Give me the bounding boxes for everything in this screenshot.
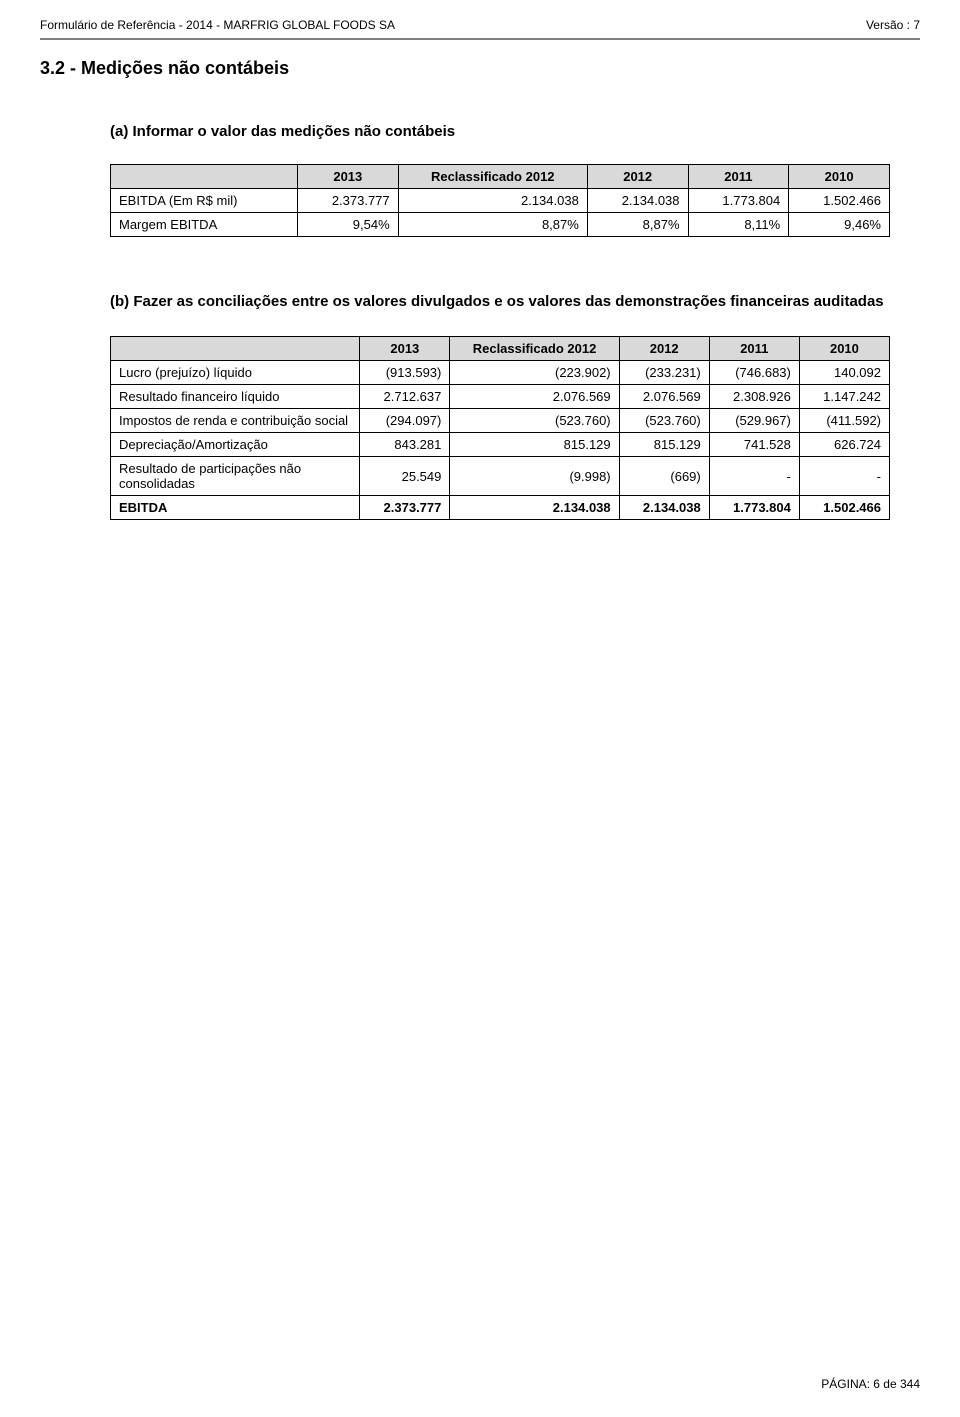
table-a-blank-header [111,165,298,189]
table-b-r4-label: Resultado de participações não consolida… [111,457,360,496]
table-b-r2-c1: (523.760) [450,409,619,433]
header-left: Formulário de Referência - 2014 - MARFRI… [40,18,395,32]
table-b-r4-c2: (669) [619,457,709,496]
table-b-r5-label: EBITDA [111,496,360,520]
table-b-r2-c3: (529.967) [709,409,799,433]
table-b-col-2011: 2011 [709,337,799,361]
table-b-r1-c0: 2.712.637 [360,385,450,409]
table-b-r3-c3: 741.528 [709,433,799,457]
table-b-r0-c4: 140.092 [799,361,889,385]
header-divider [40,38,920,40]
table-b-r0-c1: (223.902) [450,361,619,385]
table-b-r1-c1: 2.076.569 [450,385,619,409]
paragraph-a: (a) Informar o valor das medições não co… [110,123,890,140]
table-b-r5-c1: 2.134.038 [450,496,619,520]
table-row: Resultado financeiro líquido 2.712.637 2… [111,385,890,409]
table-b-r1-c4: 1.147.242 [799,385,889,409]
table-a-col-reclass: Reclassificado 2012 [398,165,587,189]
table-a-col-2013: 2013 [297,165,398,189]
table-a-r0-c3: 1.773.804 [688,189,789,213]
table-b-r1-c2: 2.076.569 [619,385,709,409]
table-b-r4-c4: - [799,457,889,496]
table-b-r5-c0: 2.373.777 [360,496,450,520]
table-b-col-reclass: Reclassificado 2012 [450,337,619,361]
table-b-r4-c0: 25.549 [360,457,450,496]
table-row: EBITDA (Em R$ mil) 2.373.777 2.134.038 2… [111,189,890,213]
header-row: Formulário de Referência - 2014 - MARFRI… [40,18,920,32]
table-a-r1-c3: 8,11% [688,213,789,237]
table-a-r1-c0: 9,54% [297,213,398,237]
table-b-r1-label: Resultado financeiro líquido [111,385,360,409]
table-row: EBITDA 2.373.777 2.134.038 2.134.038 1.7… [111,496,890,520]
table-b-r2-label: Impostos de renda e contribuição social [111,409,360,433]
table-a-col-2011: 2011 [688,165,789,189]
table-b-r3-c4: 626.724 [799,433,889,457]
table-b-r4-c1: (9.998) [450,457,619,496]
table-b-r4-c3: - [709,457,799,496]
table-b-r5-c3: 1.773.804 [709,496,799,520]
table-b-r2-c2: (523.760) [619,409,709,433]
table-row: Lucro (prejuízo) líquido (913.593) (223.… [111,361,890,385]
table-b-r3-c0: 843.281 [360,433,450,457]
content-block: (a) Informar o valor das medições não co… [40,123,920,520]
table-b-r0-c2: (233.231) [619,361,709,385]
table-row: Depreciação/Amortização 843.281 815.129 … [111,433,890,457]
table-a-header-row: 2013 Reclassificado 2012 2012 2011 2010 [111,165,890,189]
table-b-r0-label: Lucro (prejuízo) líquido [111,361,360,385]
table-a-r1-label: Margem EBITDA [111,213,298,237]
table-b-r1-c3: 2.308.926 [709,385,799,409]
table-b-r3-label: Depreciação/Amortização [111,433,360,457]
table-b: 2013 Reclassificado 2012 2012 2011 2010 … [110,336,890,520]
table-a-r0-label: EBITDA (Em R$ mil) [111,189,298,213]
table-b-r0-c3: (746.683) [709,361,799,385]
table-b-r3-c1: 815.129 [450,433,619,457]
table-b-col-2010: 2010 [799,337,889,361]
header-right: Versão : 7 [866,18,920,32]
table-row: Impostos de renda e contribuição social … [111,409,890,433]
table-row: Resultado de participações não consolida… [111,457,890,496]
table-a-r0-c4: 1.502.466 [789,189,890,213]
table-a-r0-c1: 2.134.038 [398,189,587,213]
table-b-col-2013: 2013 [360,337,450,361]
table-a-r0-c0: 2.373.777 [297,189,398,213]
table-b-r0-c0: (913.593) [360,361,450,385]
table-a: 2013 Reclassificado 2012 2012 2011 2010 … [110,164,890,237]
table-b-r5-c4: 1.502.466 [799,496,889,520]
table-a-r0-c2: 2.134.038 [587,189,688,213]
table-b-col-2012: 2012 [619,337,709,361]
footer-page-number: PÁGINA: 6 de 344 [821,1377,920,1391]
table-a-r1-c1: 8,87% [398,213,587,237]
table-b-r2-c4: (411.592) [799,409,889,433]
table-b-r3-c2: 815.129 [619,433,709,457]
table-row: Margem EBITDA 9,54% 8,87% 8,87% 8,11% 9,… [111,213,890,237]
table-b-header-row: 2013 Reclassificado 2012 2012 2011 2010 [111,337,890,361]
table-a-col-2010: 2010 [789,165,890,189]
table-a-r1-c2: 8,87% [587,213,688,237]
paragraph-b: (b) Fazer as conciliações entre os valor… [110,291,890,312]
table-b-blank-header [111,337,360,361]
section-title: 3.2 - Medições não contábeis [40,58,920,79]
table-b-r2-c0: (294.097) [360,409,450,433]
table-a-r1-c4: 9,46% [789,213,890,237]
page: Formulário de Referência - 2014 - MARFRI… [0,0,960,1417]
table-a-col-2012: 2012 [587,165,688,189]
table-b-r5-c2: 2.134.038 [619,496,709,520]
